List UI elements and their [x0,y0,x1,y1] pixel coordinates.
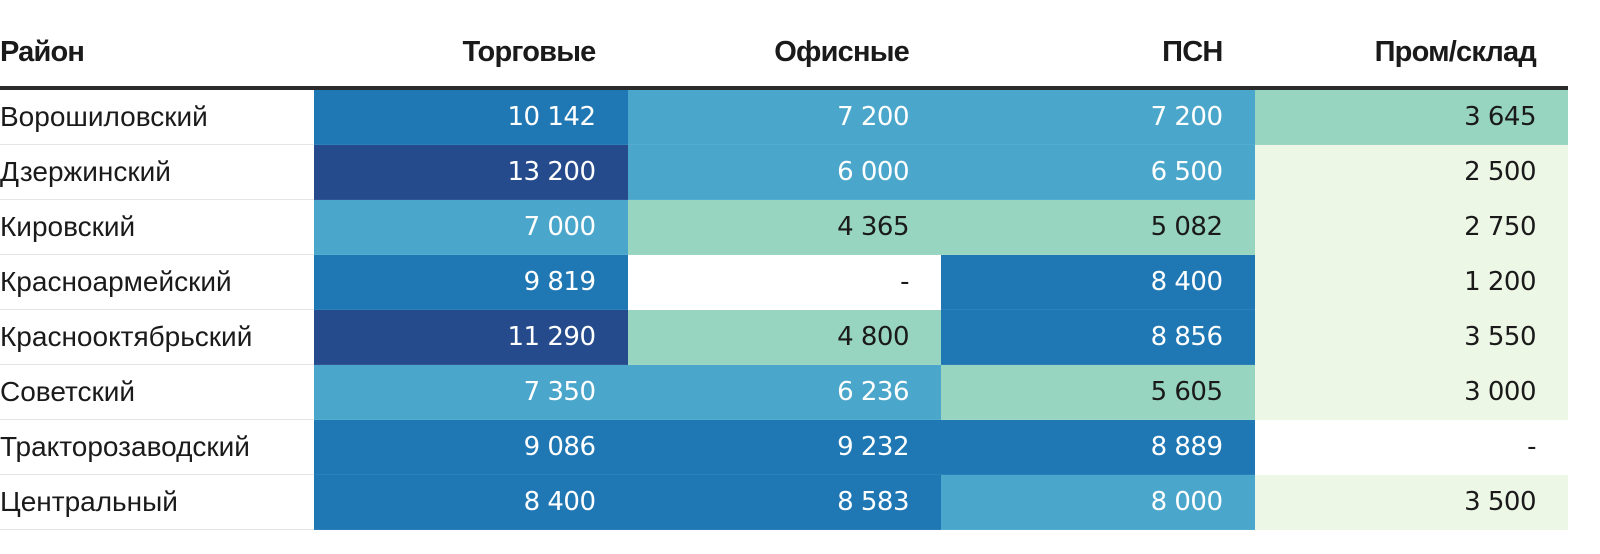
cell-office: 4 365 [627,199,941,255]
table-row: Кировский 7 000 4 365 5 082 2 750 [0,199,1568,255]
cell-psn: 7 200 [941,88,1255,145]
cell-psn: 8 000 [941,474,1255,530]
table-row: Дзержинский 13 200 6 000 6 500 2 500 [0,144,1568,200]
cell-retail: 11 290 [314,309,628,365]
cell-industrial: 3 645 [1254,88,1568,145]
cell-office: 8 583 [627,474,941,530]
cell-industrial: 3 550 [1254,309,1568,365]
heatmap-table: Район Торговые Офисные ПСН Пром/склад Во… [0,18,1568,530]
cell-office: 4 800 [627,309,941,365]
district-name: Кировский [0,199,314,255]
cell-office: 7 200 [627,88,941,145]
table-header: Район Торговые Офисные ПСН Пром/склад [0,18,1568,90]
table-row: Ворошиловский 10 142 7 200 7 200 3 645 [0,88,1568,145]
cell-psn: 8 400 [941,254,1255,310]
district-name: Краснооктябрьский [0,309,314,365]
table-row: Тракторозаводский 9 086 9 232 8 889- [0,419,1568,475]
cell-retail: 10 142 [314,88,628,145]
cell-psn: 6 500 [941,144,1255,200]
district-name: Дзержинский [0,144,314,200]
cell-retail: 7 000 [314,199,628,255]
column-header-office: Офисные [627,18,941,90]
column-header-psn: ПСН [941,18,1255,90]
district-name: Ворошиловский [0,88,314,145]
cell-psn: 5 082 [941,199,1255,255]
cell-industrial: 1 200 [1254,254,1568,310]
cell-office: 9 232 [627,419,941,475]
cell-office: 6 236 [627,364,941,420]
column-header-retail: Торговые [314,18,628,90]
table-row: Красноармейский 9 819-8 400 1 200 [0,254,1568,310]
cell-industrial: 3 500 [1254,474,1568,530]
cell-office: 6 000 [627,144,941,200]
table-row: Центральный 8 400 8 583 8 000 3 500 [0,474,1568,530]
district-name: Центральный [0,474,314,530]
cell-industrial: 2 750 [1254,199,1568,255]
cell-retail: 9 819 [314,254,628,310]
district-name: Красноармейский [0,254,314,310]
cell-retail: 13 200 [314,144,628,200]
cell-industrial: - [1254,419,1568,475]
table-row: Краснооктябрьский 11 290 4 800 8 856 3 550 [0,309,1568,365]
cell-retail: 7 350 [314,364,628,420]
cell-psn: 8 856 [941,309,1255,365]
cell-industrial: 2 500 [1254,144,1568,200]
cell-office: - [627,254,941,310]
column-header-district: Район [0,18,314,90]
cell-psn: 8 889 [941,419,1255,475]
table-body: Ворошиловский 10 142 7 200 7 200 3 645 Дзержи… [0,88,1568,530]
cell-retail: 9 086 [314,419,628,475]
heatmap-table-container: Район Торговые Офисные ПСН Пром/склад Во… [0,18,1600,530]
cell-retail: 8 400 [314,474,628,530]
header-row: Район Торговые Офисные ПСН Пром/склад [0,18,1568,90]
cell-industrial: 3 000 [1254,364,1568,420]
cell-psn: 5 605 [941,364,1255,420]
table-row: Советский 7 350 6 236 5 605 3 000 [0,364,1568,420]
column-header-industrial: Пром/склад [1254,18,1568,90]
district-name: Тракторозаводский [0,419,314,475]
district-name: Советский [0,364,314,420]
